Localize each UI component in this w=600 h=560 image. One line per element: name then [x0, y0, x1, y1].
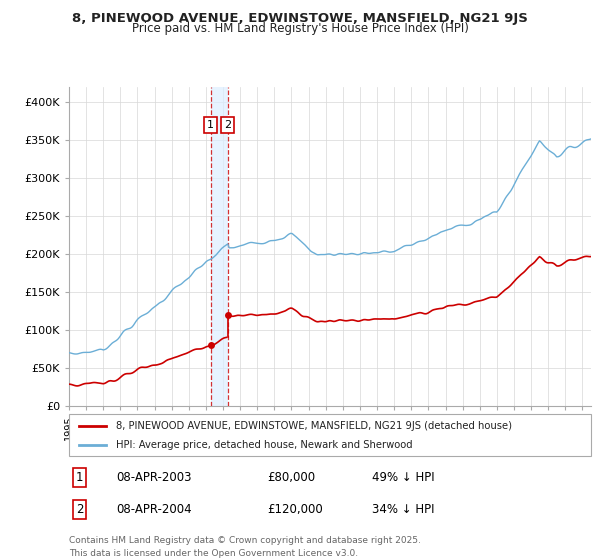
Bar — [211, 87, 227, 406]
Text: 8, PINEWOOD AVENUE, EDWINSTOWE, MANSFIELD, NG21 9JS (detached house): 8, PINEWOOD AVENUE, EDWINSTOWE, MANSFIEL… — [116, 421, 512, 431]
Text: 1: 1 — [207, 120, 214, 130]
Text: 08-APR-2004: 08-APR-2004 — [116, 503, 191, 516]
Text: Contains HM Land Registry data © Crown copyright and database right 2025.: Contains HM Land Registry data © Crown c… — [69, 535, 421, 545]
Text: 2: 2 — [224, 120, 231, 130]
Text: £120,000: £120,000 — [268, 503, 323, 516]
Text: 49% ↓ HPI: 49% ↓ HPI — [372, 471, 434, 484]
Text: This data is licensed under the Open Government Licence v3.0.: This data is licensed under the Open Gov… — [69, 549, 358, 558]
Text: 8, PINEWOOD AVENUE, EDWINSTOWE, MANSFIELD, NG21 9JS: 8, PINEWOOD AVENUE, EDWINSTOWE, MANSFIEL… — [72, 12, 528, 25]
Text: 1: 1 — [76, 471, 83, 484]
Text: £80,000: £80,000 — [268, 471, 316, 484]
FancyBboxPatch shape — [69, 414, 591, 456]
Text: 08-APR-2003: 08-APR-2003 — [116, 471, 191, 484]
Text: 2: 2 — [76, 503, 83, 516]
Text: HPI: Average price, detached house, Newark and Sherwood: HPI: Average price, detached house, Newa… — [116, 440, 413, 450]
Text: Price paid vs. HM Land Registry's House Price Index (HPI): Price paid vs. HM Land Registry's House … — [131, 22, 469, 35]
Text: 34% ↓ HPI: 34% ↓ HPI — [372, 503, 434, 516]
